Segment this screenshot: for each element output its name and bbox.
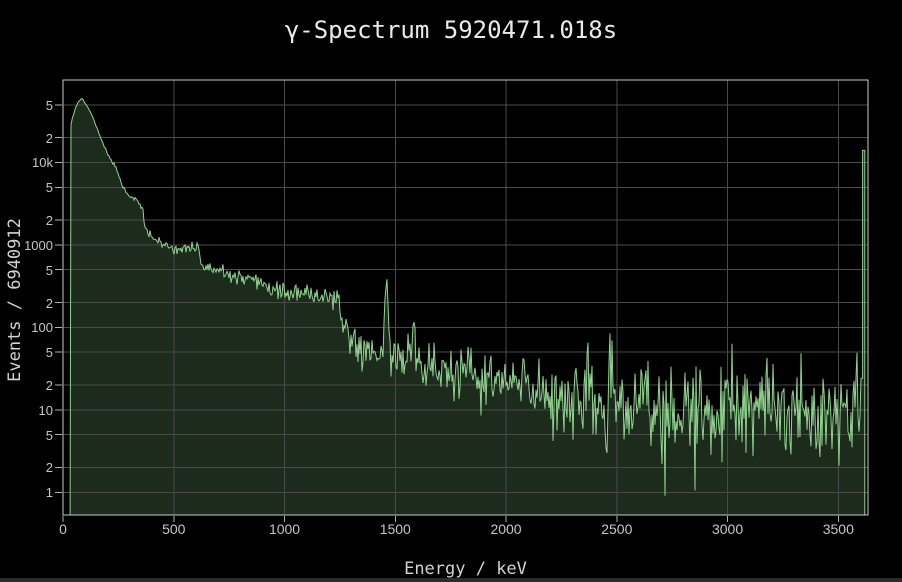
x-tick-label: 1500: [379, 521, 411, 537]
x-tick-label: 2500: [601, 521, 633, 537]
y-tick-label: 10k: [32, 155, 53, 171]
x-tick-label: 500: [162, 521, 186, 537]
x-axis-label: Energy / keV: [404, 559, 527, 579]
x-tick-label: 0: [59, 521, 67, 537]
y-tick-label: 5: [45, 97, 53, 113]
y-tick-label: 2: [45, 130, 53, 146]
plot-border: [62, 79, 869, 516]
x-tick-label: 3000: [711, 521, 744, 537]
y-tick-label: 5: [45, 427, 53, 443]
window-bottom-edge: [0, 578, 902, 582]
x-tick-label: 2000: [490, 521, 522, 537]
x-tick-label: 3500: [822, 521, 854, 537]
y-tick-label: 5: [45, 262, 53, 278]
y-tick-label: 2: [45, 460, 53, 476]
y-tick-label: 2: [45, 295, 53, 311]
x-tick-label: 1000: [268, 521, 301, 537]
y-tick-label: 10: [38, 402, 53, 418]
y-tick-label: 5: [45, 180, 53, 196]
axis-ticks: [55, 104, 839, 522]
y-tick-label: 5: [45, 345, 53, 361]
spectrum-line: [69, 98, 866, 516]
y-tick-label: 1000: [24, 237, 53, 253]
y-tick-label: 1: [45, 485, 53, 501]
chart-title: γ-Spectrum 5920471.018s: [284, 16, 618, 44]
y-tick-label: 100: [31, 320, 53, 336]
y-tick-label: 2: [45, 213, 53, 229]
y-tick-label: 2: [45, 377, 53, 393]
